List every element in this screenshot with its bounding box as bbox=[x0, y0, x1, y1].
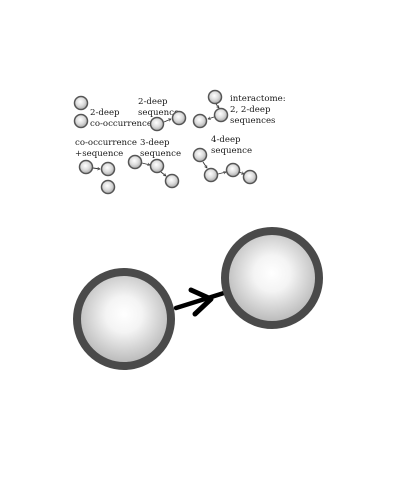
label-line: sequence bbox=[211, 146, 252, 156]
node-icon bbox=[225, 162, 241, 178]
large-edge-line bbox=[173, 290, 227, 311]
node-icon bbox=[242, 169, 258, 185]
node-icon bbox=[164, 173, 180, 189]
edge-arrow-icon bbox=[215, 103, 220, 109]
node-icon bbox=[100, 179, 116, 195]
legend-cooccurrence-sequence: co-occurrence +sequence bbox=[75, 138, 137, 195]
label-line: 3-deep bbox=[140, 138, 170, 148]
node-icon bbox=[203, 167, 219, 183]
right-arrow-icon bbox=[188, 287, 214, 317]
node-icon bbox=[149, 116, 165, 132]
node-icon bbox=[192, 147, 208, 163]
edge-arrow-icon bbox=[238, 171, 245, 175]
node-icon bbox=[100, 161, 116, 177]
label-line: sequences bbox=[230, 116, 275, 126]
label-line: 2-deep bbox=[90, 108, 120, 118]
legend-2deep-sequence: 2-deep sequence bbox=[138, 97, 187, 132]
label-line: +sequence bbox=[75, 149, 123, 159]
edge-arrow-icon bbox=[163, 118, 172, 123]
edge-arrow-icon bbox=[217, 170, 227, 175]
label-line: interactome: bbox=[230, 94, 286, 104]
label-line: 2-deep bbox=[138, 97, 168, 107]
legend-3deep-sequence: 3-deep sequence bbox=[127, 138, 181, 189]
legend-4deep-sequence: 4-deep sequence bbox=[192, 135, 258, 185]
large-sequence-illustration bbox=[73, 227, 323, 370]
node-icon bbox=[78, 159, 94, 175]
node-icon bbox=[192, 113, 208, 129]
label-line: co-occurrence bbox=[90, 119, 152, 129]
large-target-node-icon bbox=[221, 227, 323, 329]
label-line: sequence bbox=[140, 149, 181, 159]
label-line: 4-deep bbox=[211, 135, 241, 145]
node-icon bbox=[127, 154, 143, 170]
node-icon bbox=[149, 158, 165, 174]
large-source-node-icon bbox=[73, 268, 175, 370]
node-icon bbox=[73, 95, 89, 111]
edge-arrow-icon bbox=[92, 167, 101, 171]
node-icon bbox=[73, 113, 89, 129]
label-line: sequence bbox=[138, 108, 179, 118]
node-icon bbox=[207, 89, 223, 105]
legend-2deep-cooccurrence: 2-deep co-occurrence bbox=[73, 95, 152, 129]
node-icon bbox=[213, 107, 229, 123]
edge-arrow-icon bbox=[141, 162, 151, 167]
label-line: 2, 2-deep bbox=[230, 105, 271, 115]
edge-arrow-icon bbox=[160, 171, 167, 177]
edge-arrow-icon bbox=[202, 161, 208, 169]
edge-arrow-icon bbox=[207, 116, 215, 120]
label-line: co-occurrence bbox=[75, 138, 137, 148]
node-icon bbox=[171, 110, 187, 126]
legend-interactome: interactome: 2, 2-deep sequences bbox=[192, 89, 286, 129]
